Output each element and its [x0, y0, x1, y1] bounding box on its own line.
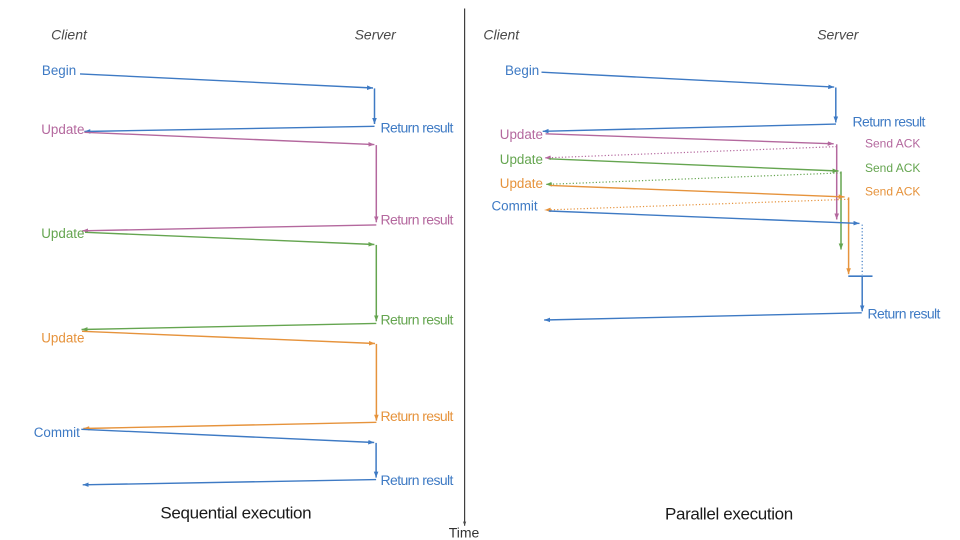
svg-text:Server: Server: [355, 26, 398, 42]
svg-text:Return result: Return result: [381, 312, 454, 328]
svg-text:Update: Update: [500, 152, 543, 167]
svg-text:Client: Client: [51, 26, 88, 42]
svg-text:Return result: Return result: [853, 113, 926, 129]
svg-text:Update: Update: [500, 127, 543, 142]
svg-text:Send ACK: Send ACK: [865, 161, 920, 175]
svg-text:Return result: Return result: [868, 306, 941, 322]
svg-text:Update: Update: [500, 176, 543, 191]
svg-text:Begin: Begin: [505, 63, 539, 78]
svg-text:Update: Update: [41, 122, 84, 137]
svg-text:Client: Client: [483, 26, 520, 42]
svg-text:Return result: Return result: [381, 408, 454, 424]
svg-text:Send ACK: Send ACK: [865, 185, 920, 199]
svg-text:Update: Update: [41, 330, 84, 345]
svg-text:Sequential execution: Sequential execution: [160, 504, 311, 523]
svg-text:Time: Time: [449, 525, 480, 540]
svg-text:Return result: Return result: [381, 120, 454, 136]
svg-text:Return result: Return result: [381, 211, 454, 227]
svg-text:Server: Server: [817, 26, 860, 42]
svg-text:Begin: Begin: [42, 63, 76, 78]
svg-text:Update: Update: [41, 226, 84, 241]
svg-text:Return result: Return result: [381, 472, 454, 488]
svg-text:Commit: Commit: [34, 425, 80, 440]
svg-text:Send ACK: Send ACK: [865, 137, 920, 151]
svg-text:Parallel execution: Parallel execution: [665, 504, 793, 523]
svg-text:Commit: Commit: [492, 199, 538, 214]
